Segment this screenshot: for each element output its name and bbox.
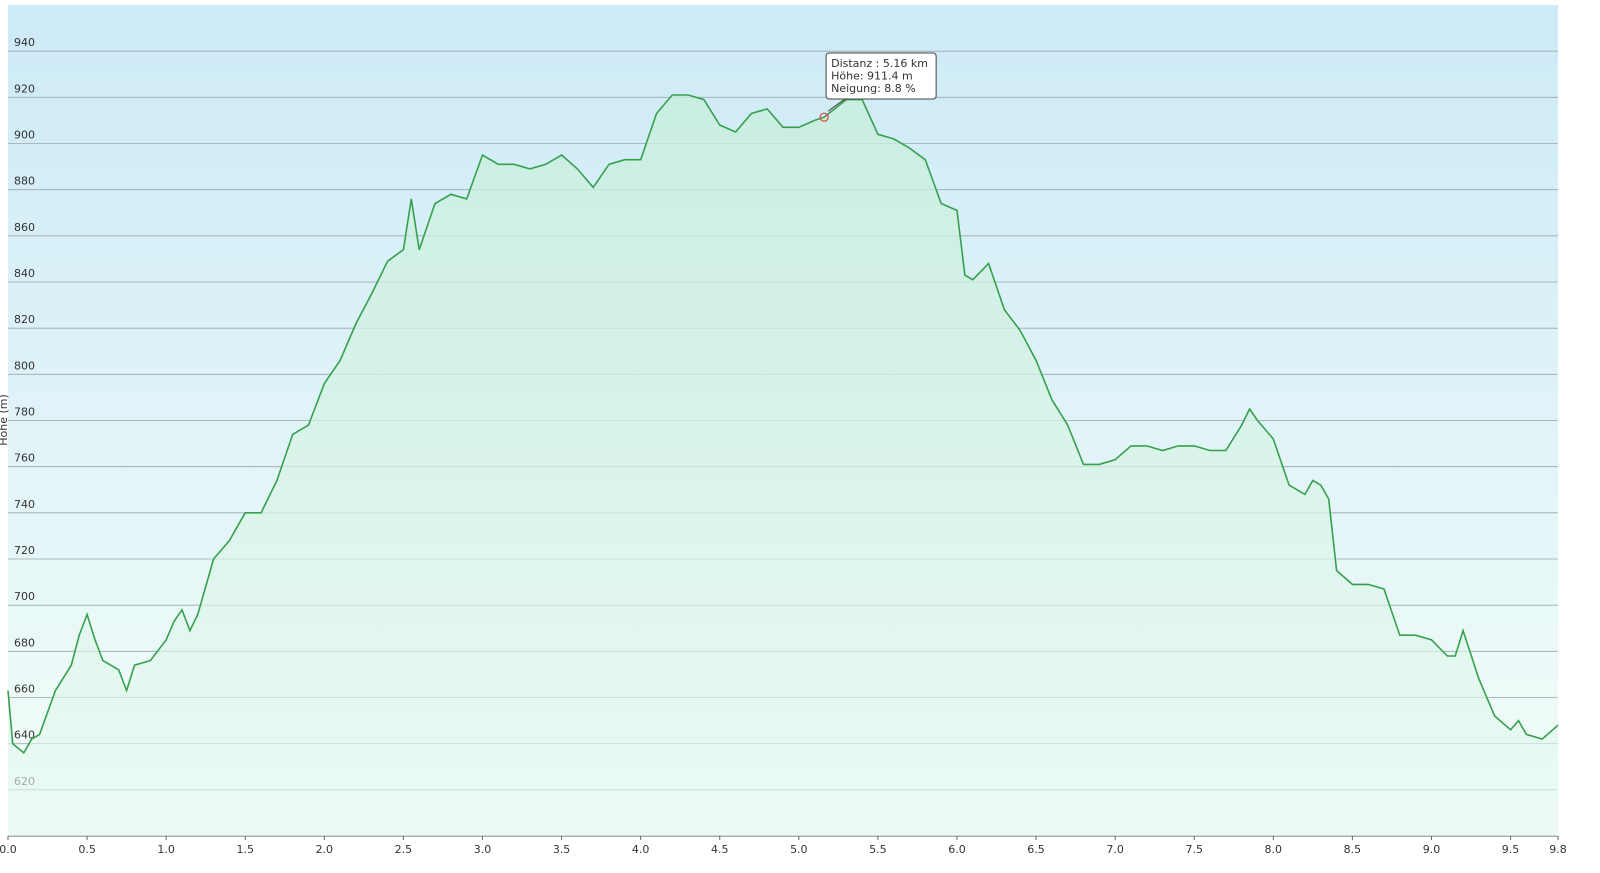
x-tick-label: 4.0 xyxy=(632,843,650,856)
x-tick-label: 2.5 xyxy=(395,843,413,856)
y-tick-label: 920 xyxy=(14,82,35,95)
hover-marker xyxy=(819,112,829,122)
tooltip-box xyxy=(825,52,937,100)
y-axis-label: Höhe (m) xyxy=(0,394,10,446)
x-tick-label: 8.0 xyxy=(1265,843,1283,856)
x-tick-label: 5.0 xyxy=(790,843,808,856)
x-tick-label: 7.0 xyxy=(1106,843,1124,856)
y-tick-label: 660 xyxy=(14,683,35,696)
x-tick-label: 1.5 xyxy=(236,843,254,856)
y-tick-label: 940 xyxy=(14,36,35,49)
x-tick-label: 1.0 xyxy=(157,843,175,856)
y-tick-label: 720 xyxy=(14,544,35,557)
x-tick-label: 0.0 xyxy=(0,843,17,856)
x-tick-label: 5.5 xyxy=(869,843,887,856)
x-tick-label: 9.0 xyxy=(1423,843,1441,856)
x-tick-label: 6.5 xyxy=(1027,843,1045,856)
x-tick-label: 7.5 xyxy=(1185,843,1203,856)
tooltip-text: Neigung: 8.8 % xyxy=(831,82,916,95)
y-tick-label: 900 xyxy=(14,129,35,142)
y-tick-label: 680 xyxy=(14,636,35,649)
x-tick-label: 4.5 xyxy=(711,843,729,856)
x-tick-label: 9.5 xyxy=(1502,843,1520,856)
tooltip-text: Höhe: 911.4 m xyxy=(831,70,913,83)
x-tick-label: 8.5 xyxy=(1344,843,1362,856)
area-fill xyxy=(8,95,1558,836)
x-tick-label: 0.5 xyxy=(78,843,96,856)
y-tick-label: 880 xyxy=(14,175,35,188)
y-tick-label: 640 xyxy=(14,729,35,742)
y-tick-label: 800 xyxy=(14,359,35,372)
y-tick-label: 820 xyxy=(14,313,35,326)
y-tick-label: 840 xyxy=(14,267,35,280)
y-tick-label: 860 xyxy=(14,221,35,234)
y-tick-label: 740 xyxy=(14,498,35,511)
y-tick-label: 700 xyxy=(14,590,35,603)
x-tick-label: 9.8 xyxy=(1549,843,1567,856)
x-tick-label: 3.5 xyxy=(553,843,571,856)
x-tick-label: 3.0 xyxy=(474,843,492,856)
y-tick-label: 760 xyxy=(14,452,35,465)
x-tick-label: 2.0 xyxy=(316,843,334,856)
tooltip-text: Distanz : 5.16 km xyxy=(831,57,928,70)
elevation-line xyxy=(7,94,1559,755)
y-tick-label: 780 xyxy=(14,406,35,419)
x-tick-label: 6.0 xyxy=(948,843,966,856)
